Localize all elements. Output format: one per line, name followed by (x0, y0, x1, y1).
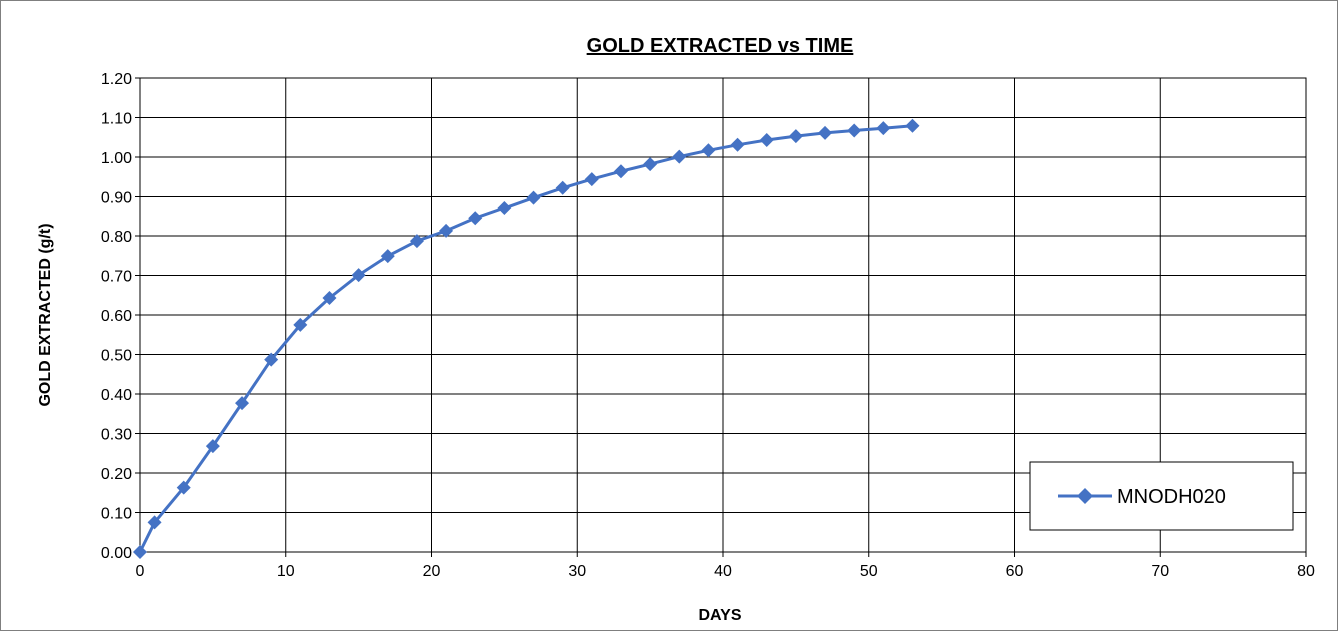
data-point-marker (205, 439, 220, 454)
x-axis: 0 10 20 30 40 50 60 70 80 (136, 552, 1315, 580)
chart-title: GOLD EXTRACTED vs TIME (587, 35, 854, 57)
legend-label: MNODH020 (1117, 486, 1226, 508)
y-axis-label: GOLD EXTRACTED (g/t) (37, 223, 54, 406)
legend-marker-diamond (1077, 488, 1093, 504)
data-point-marker (409, 234, 424, 249)
y-tick-label: 0.80 (101, 229, 132, 246)
data-point-marker (759, 133, 774, 148)
data-point-marker (147, 515, 162, 530)
x-tick-label: 10 (277, 563, 295, 580)
y-tick-label: 0.40 (101, 387, 132, 404)
data-point-marker (818, 125, 833, 140)
y-axis: 0.00 0.10 0.20 0.30 0.40 0.50 0.60 0.70 0.80 0.90… (101, 71, 140, 562)
data-point-marker (526, 190, 541, 205)
data-point-marker (876, 121, 891, 136)
data-point-marker (613, 164, 628, 179)
y-tick-label: 1.20 (101, 71, 132, 88)
data-point-marker (264, 352, 279, 367)
x-tick-label: 0 (136, 563, 145, 580)
y-tick-label: 0.10 (101, 506, 132, 523)
x-tick-label: 30 (568, 563, 586, 580)
data-point-marker (643, 157, 658, 172)
y-tick-label: 0.00 (101, 545, 132, 562)
data-point-marker (730, 137, 745, 152)
x-tick-label: 50 (860, 563, 878, 580)
data-point-marker (497, 200, 512, 215)
x-tick-label: 40 (714, 563, 732, 580)
series-line (138, 124, 913, 553)
x-tick-label: 20 (423, 563, 441, 580)
legend: MNODH020 (1029, 461, 1294, 531)
data-point-marker (672, 149, 687, 164)
data-point-marker (176, 480, 191, 495)
y-tick-label: 0.90 (101, 190, 132, 207)
data-point-marker (701, 143, 716, 158)
x-axis-label: DAYS (699, 607, 742, 624)
data-point-marker (468, 211, 483, 226)
y-tick-label: 1.00 (101, 150, 132, 167)
y-tick-label: 0.70 (101, 269, 132, 286)
y-tick-label: 0.60 (101, 308, 132, 325)
x-tick-label: 60 (1006, 563, 1024, 580)
data-point-marker (380, 249, 395, 264)
data-point-marker (439, 223, 454, 238)
data-point-marker (235, 396, 250, 411)
y-tick-label: 1.10 (101, 111, 132, 128)
data-point-marker (133, 545, 147, 559)
data-point-marker (555, 180, 570, 195)
data-point-marker (905, 118, 920, 133)
y-tick-label: 0.20 (101, 466, 132, 483)
y-tick-label: 0.30 (101, 427, 132, 444)
x-tick-label: 80 (1297, 563, 1315, 580)
x-tick-label: 70 (1151, 563, 1169, 580)
data-point-marker (351, 268, 366, 283)
data-point-marker (322, 291, 337, 306)
series-layer (133, 118, 920, 559)
data-point-marker (847, 123, 862, 138)
data-point-marker (584, 172, 599, 187)
data-point-marker (788, 129, 803, 144)
data-point-marker (293, 317, 308, 332)
y-tick-label: 0.50 (101, 348, 132, 365)
